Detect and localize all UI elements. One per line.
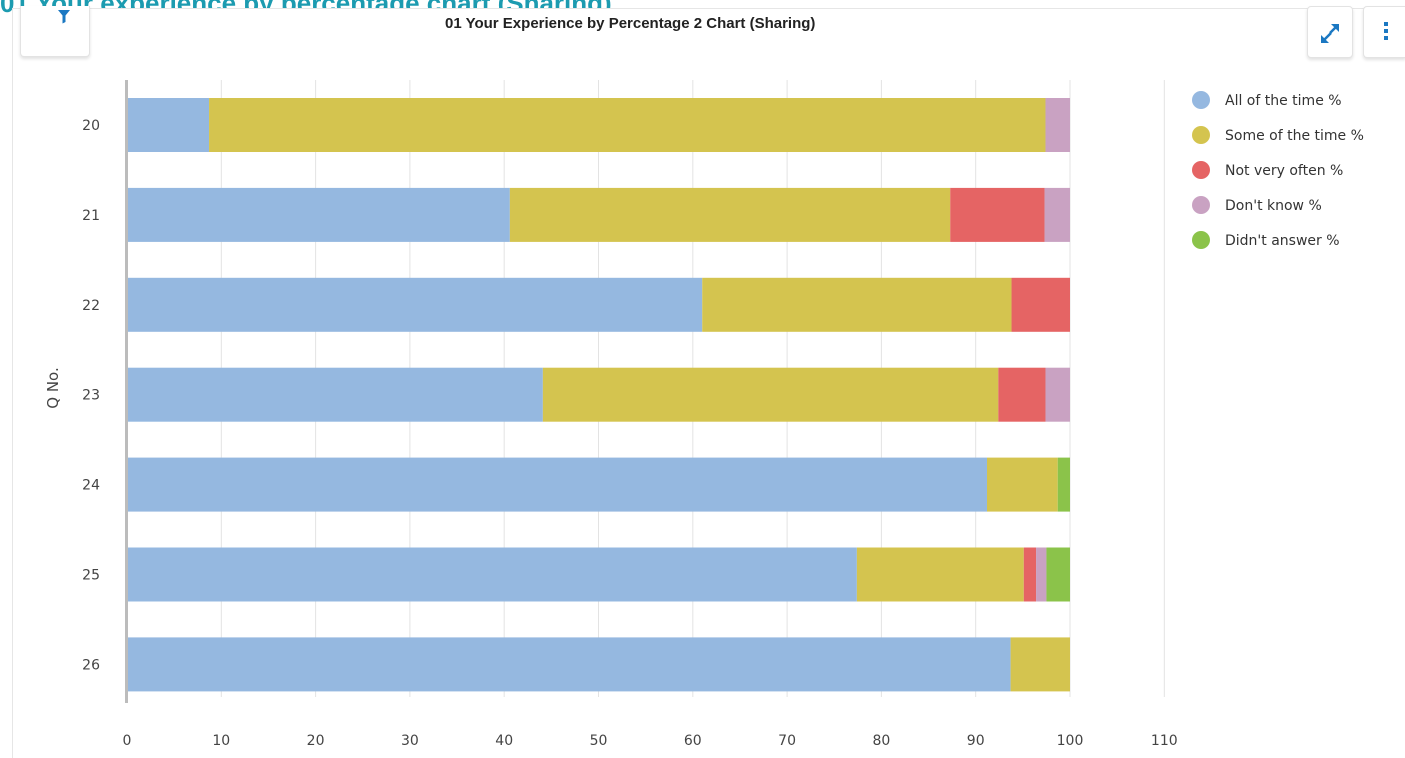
bar-segment[interactable] [127, 547, 857, 602]
y-tick-label: 21 [82, 208, 100, 224]
y-tick-label: 25 [82, 568, 100, 584]
x-tick-label: 20 [307, 733, 325, 749]
chart-title: 01 Your Experience by Percentage 2 Chart… [445, 15, 816, 32]
bar-segment[interactable] [1023, 547, 1037, 602]
bar-segment[interactable] [1046, 547, 1070, 602]
x-tick-label: 40 [495, 733, 513, 749]
legend-label[interactable]: Not very often % [1225, 163, 1343, 179]
bar-segment[interactable] [542, 367, 999, 422]
legend-marker [1192, 196, 1210, 214]
bar-segment[interactable] [1045, 367, 1070, 422]
bar-segment[interactable] [1045, 98, 1070, 152]
bar-segment[interactable] [1057, 457, 1070, 512]
bar-segment[interactable] [209, 98, 1046, 152]
x-tick-label: 60 [684, 733, 702, 749]
legend-marker [1192, 231, 1210, 249]
more-options-button[interactable] [1363, 6, 1405, 58]
legend-label[interactable]: Don't know % [1225, 198, 1322, 214]
filter-icon [58, 10, 70, 24]
bar-segment[interactable] [998, 367, 1046, 422]
bar-segment[interactable] [127, 457, 988, 512]
bar-segment[interactable] [987, 457, 1058, 512]
x-tick-label: 30 [401, 733, 419, 749]
y-tick-label: 24 [82, 478, 100, 494]
bar-segment[interactable] [702, 277, 1012, 332]
legend-marker [1192, 91, 1210, 109]
y-axis-title: Q No. [44, 367, 62, 408]
legend-label[interactable]: All of the time % [1225, 93, 1342, 109]
x-tick-label: 90 [967, 733, 985, 749]
legend-label[interactable]: Some of the time % [1225, 128, 1364, 144]
bar-segment[interactable] [856, 547, 1024, 602]
legend-marker [1192, 161, 1210, 179]
bar-segment[interactable] [127, 187, 510, 242]
bar-segment[interactable] [127, 277, 703, 332]
bar-segment[interactable] [509, 187, 951, 242]
x-tick-label: 110 [1151, 733, 1178, 749]
x-tick-label: 10 [212, 733, 230, 749]
more-vertical-icon [1384, 22, 1388, 40]
bar-segment[interactable] [127, 98, 210, 152]
x-tick-label: 100 [1057, 733, 1084, 749]
x-tick-label: 0 [123, 733, 132, 749]
bar-segment[interactable] [1011, 277, 1070, 332]
bar-segment[interactable] [950, 187, 1045, 242]
x-tick-label: 70 [778, 733, 796, 749]
legend-label[interactable]: Didn't answer % [1225, 233, 1340, 249]
y-axis-line [125, 80, 128, 703]
bar-segment[interactable] [127, 637, 1011, 692]
y-tick-label: 23 [82, 388, 100, 404]
filter-button[interactable] [20, 6, 90, 57]
expand-button[interactable] [1307, 6, 1353, 58]
expand-icon [1321, 24, 1339, 43]
bar-segment[interactable] [127, 367, 543, 422]
y-tick-label: 20 [82, 118, 100, 134]
y-tick-label: 22 [82, 298, 100, 314]
legend-marker [1192, 126, 1210, 144]
x-tick-label: 50 [590, 733, 608, 749]
bar-segment[interactable] [1044, 187, 1070, 242]
y-tick-label: 26 [82, 657, 100, 673]
x-tick-label: 80 [872, 733, 890, 749]
bar-segment[interactable] [1010, 637, 1070, 692]
bar-segment[interactable] [1036, 547, 1047, 602]
